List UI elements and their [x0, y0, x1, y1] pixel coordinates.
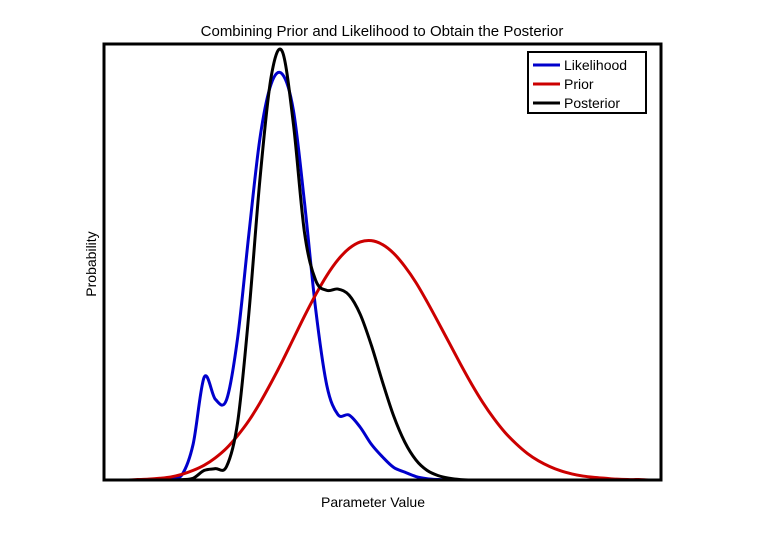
- chart-title: Combining Prior and Likelihood to Obtain…: [201, 23, 564, 40]
- series-line-prior: [104, 238, 661, 482]
- legend-label-prior: Prior: [564, 76, 594, 92]
- legend-label-posterior: Posterior: [564, 95, 620, 111]
- x-axis-label: Parameter Value: [321, 494, 425, 510]
- plot-frame: [102, 42, 663, 482]
- legend: Likelihood Prior Posterior: [527, 51, 647, 114]
- y-axis-label: Probability: [83, 231, 99, 296]
- legend-label-likelihood: Likelihood: [564, 57, 627, 73]
- series-line-likelihood: [104, 70, 661, 482]
